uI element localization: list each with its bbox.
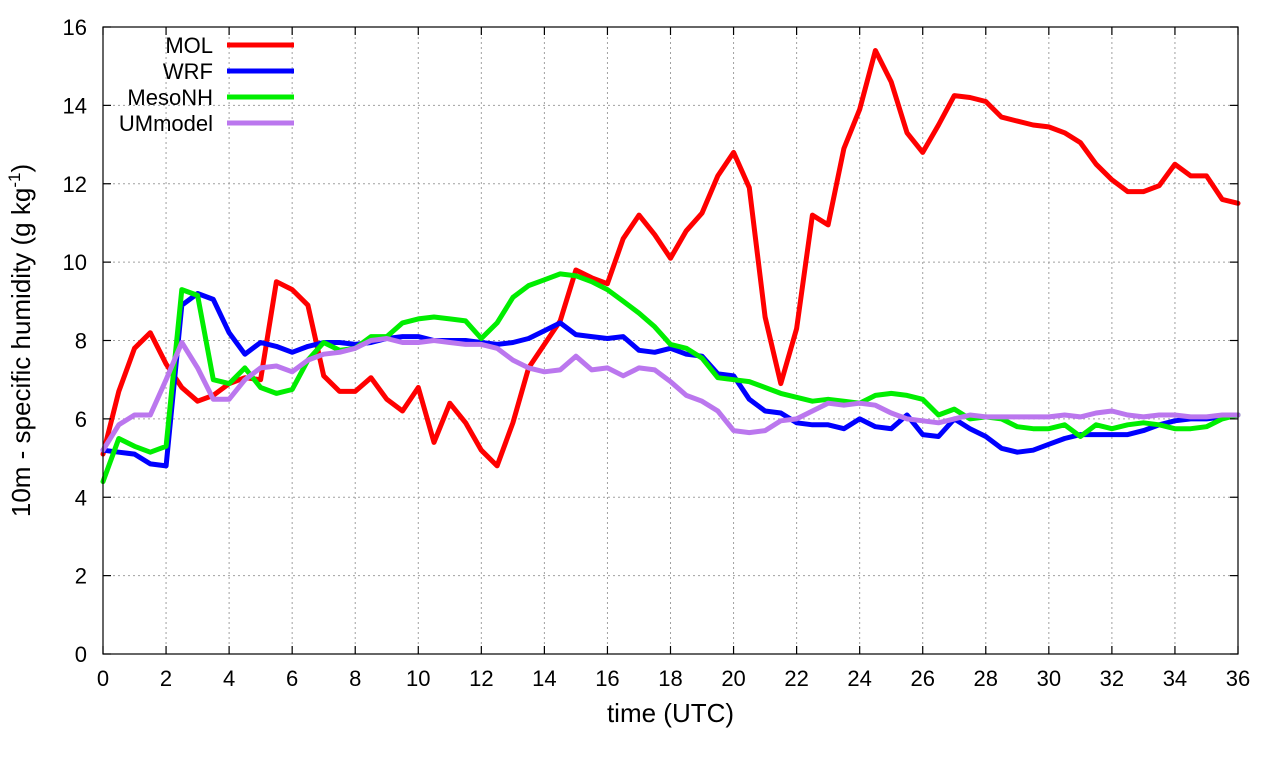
y-axis-label-superscript: -1 [5,173,24,188]
x-tick-label: 36 [1226,666,1250,691]
y-tick-label: 0 [75,642,87,667]
y-tick-label: 4 [75,485,87,510]
y-tick-label: 16 [63,15,87,40]
x-tick-label: 12 [469,666,493,691]
series-lines [100,48,1241,485]
x-tick-label: 22 [784,666,808,691]
x-axis-label: time (UTC) [607,698,734,728]
axis-ticks [102,26,1239,655]
y-tick-label: 6 [75,407,87,432]
legend-label-wrf: WRF [163,59,213,84]
x-tick-label: 14 [532,666,556,691]
y-axis-label-main: 10m - specific humidity (g kg [6,188,36,517]
y-tick-label: 12 [63,172,87,197]
x-tick-label: 28 [974,666,998,691]
x-tick-label: 6 [286,666,298,691]
x-tick-label: 30 [1037,666,1061,691]
x-tick-label: 16 [595,666,619,691]
legend-label-mesonh: MesoNH [127,85,213,110]
y-tick-label: 8 [75,329,87,354]
x-tick-label: 2 [160,666,172,691]
x-tick-label: 18 [658,666,682,691]
series-line-ummodel [100,336,1241,453]
x-tick-label: 20 [721,666,745,691]
y-tick-labels: 0 2 4 6 8 10 12 14 16 [63,15,87,667]
series-line-mol [100,48,1241,469]
x-tick-labels: 0 2 4 6 8 10 12 14 16 18 20 22 24 26 28 30 32 34 36 [97,666,1250,691]
x-tick-label: 26 [910,666,934,691]
y-tick-label: 14 [63,93,87,118]
y-tick-label: 10 [63,250,87,275]
series-line-wrf [100,291,1241,469]
x-tick-label: 10 [406,666,430,691]
x-tick-label: 4 [223,666,235,691]
x-tick-label: 0 [97,666,109,691]
series-line-mesonh [100,271,1241,485]
legend-label-mol: MOL [165,33,213,58]
x-tick-label: 24 [847,666,871,691]
legend-label-ummodel: UMmodel [119,111,213,136]
x-tick-label: 32 [1100,666,1124,691]
x-tick-label: 8 [349,666,361,691]
y-tick-label: 2 [75,564,87,589]
x-tick-label: 34 [1163,666,1187,691]
y-axis-label-suffix: ) [6,164,36,173]
y-axis-label: 10m - specific humidity (g kg-1) [5,164,36,517]
